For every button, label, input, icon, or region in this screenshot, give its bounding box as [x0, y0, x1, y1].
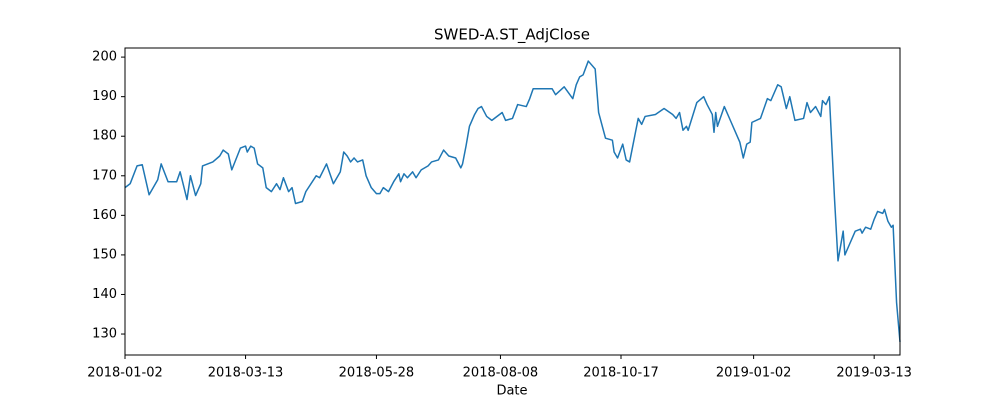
y-tick-label: 150	[92, 247, 117, 262]
x-tick-label: 2018-08-08	[463, 366, 539, 381]
price-line	[124, 60, 901, 343]
y-tick-label: 130	[92, 327, 117, 342]
y-tick-label: 160	[92, 208, 117, 223]
x-tick-label: 2019-03-13	[836, 366, 912, 381]
x-tick-label: 2018-05-28	[339, 366, 415, 381]
x-tick-label: 2018-01-02	[87, 366, 163, 381]
y-tick-label: 140	[92, 287, 117, 302]
plot-frame	[124, 47, 901, 356]
x-tick-label: 2018-03-13	[208, 366, 284, 381]
y-tick-label: 200	[92, 50, 117, 65]
x-axis-label: Date	[496, 384, 527, 399]
y-tick-label: 170	[92, 168, 117, 183]
x-tick-label: 2018-10-17	[583, 366, 659, 381]
y-tick-label: 180	[92, 129, 117, 144]
y-tick-label: 190	[92, 89, 117, 104]
chart-title: SWED-A.ST_AdjClose	[434, 26, 590, 45]
x-tick-label: 2019-01-02	[716, 366, 792, 381]
